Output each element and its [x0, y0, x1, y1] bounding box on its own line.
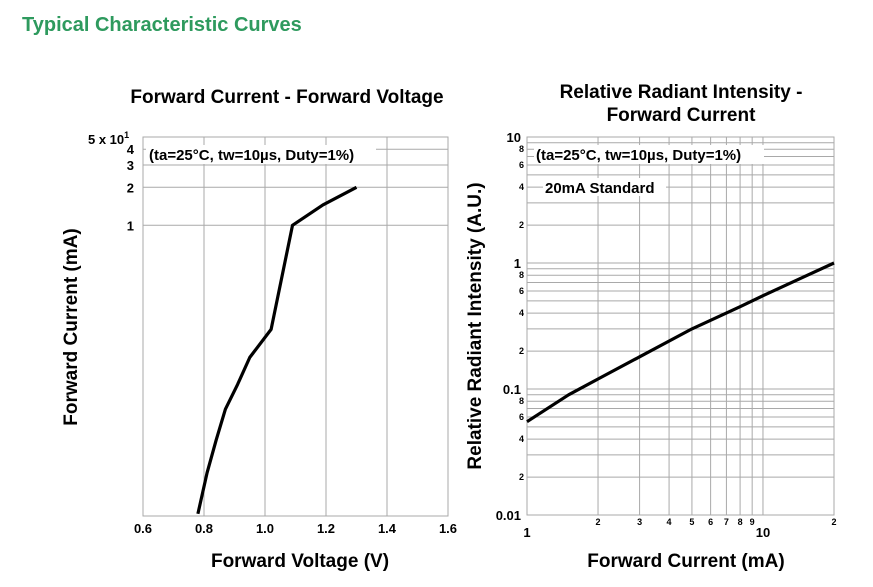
chart2-x-minor-tick-label: 3: [637, 517, 642, 527]
chart2-y-minor-tick-label: 2: [519, 346, 524, 356]
chart1-frame: [142, 136, 449, 517]
chart2-x-major-tick-label: 10: [756, 525, 770, 540]
chart2-x-axis-label: Forward Current (mA): [587, 551, 784, 572]
chart2-x-minor-tick-label: 9: [750, 517, 755, 527]
chart1-x-tick-label: 1.0: [256, 521, 274, 536]
chart2-y-minor-tick-label: 4: [519, 308, 524, 318]
chart2-series-line: [526, 261, 835, 424]
chart2-y-axis-label: Relative Radiant Intensity (A.U.): [465, 182, 486, 469]
chart2-y-minor-tick-label: 8: [519, 270, 524, 280]
chart2-y-minor-tick-label: 8: [519, 144, 524, 154]
chart2-x-minor-tick-label: 7: [724, 517, 729, 527]
chart1-y-tick-label: 2: [127, 180, 134, 195]
chart2-title-line2: Forward Current: [607, 105, 757, 126]
chart2-y-major-tick-label: 0.01: [496, 508, 521, 523]
chart2-annotation-standard: 20mA Standard: [545, 180, 654, 197]
chart1-x-ticks: 0.6 0.8 1.0 1.2 1.4 1.6: [134, 521, 457, 536]
chart2-y-minor-tick-label: 4: [519, 182, 524, 192]
chart2-annotation2-bg: [543, 178, 666, 196]
chart2-x-minor-tick-label: 6: [708, 517, 713, 527]
chart1-y-tick-label: 3: [127, 158, 134, 173]
chart2-title-line1: Relative Radiant Intensity -: [560, 82, 803, 103]
chart1-y-top-label: 5 x 101: [88, 130, 129, 147]
chart2-y-minor-tick-label: 4: [519, 434, 524, 444]
chart2-x-minor-tick-label: 5: [689, 517, 694, 527]
chart2-x-minor-tick-label: 4: [667, 517, 672, 527]
chart1-grid: [143, 137, 448, 516]
chart1-annotation: (ta=25°C, tw=10µs, Duty=1%): [149, 147, 354, 164]
chart1-y-tick-label: 4: [127, 142, 135, 157]
chart2-x-minor-tick-label: 2: [596, 517, 601, 527]
chart1-x-axis-label: Forward Voltage (V): [211, 551, 389, 572]
chart2-grid: [527, 136, 834, 516]
chart2-y-minor-tick-label: 6: [519, 160, 524, 170]
forward-current-voltage-chart: Forward Current - Forward Voltage 0.6 0.8…: [61, 87, 457, 572]
chart2-y-major-tick-label: 0.1: [503, 382, 521, 397]
chart2-x-minor-tick-label: 2: [831, 517, 836, 527]
chart2-frame: [526, 136, 835, 516]
chart2-y-major-tick-label: 1: [514, 256, 521, 271]
chart1-y-axis-label: Forward Current (mA): [61, 228, 82, 425]
chart1-annotation-bg: [146, 145, 376, 164]
page-heading: Typical Characteristic Curves: [22, 14, 302, 36]
chart2-y-minor-tick-label: 6: [519, 412, 524, 422]
chart1-x-tick-label: 1.4: [378, 521, 397, 536]
chart1-x-tick-label: 1.2: [317, 521, 335, 536]
chart2-x-ticks: 2 3 4 5 6 7 8 9 2 1 10: [523, 517, 836, 540]
chart1-y-top-mantissa: 5 x 10: [88, 132, 124, 147]
chart2-annotation-bg: [534, 145, 764, 164]
chart1-y-ticks: 1 2 34: [127, 142, 135, 233]
chart1-series-line: [196, 185, 358, 515]
chart2-y-minor-tick-label: 2: [519, 220, 524, 230]
chart1-x-tick-label: 1.6: [439, 521, 457, 536]
chart1-y-top-exponent: 1: [124, 130, 129, 140]
chart1-y-tick-label: 1: [127, 218, 134, 233]
chart1-x-tick-label: 0.8: [195, 521, 213, 536]
chart2-y-minor-tick-label: 2: [519, 472, 524, 482]
chart2-y-major-tick-label: 10: [507, 130, 521, 145]
chart1-x-tick-label: 0.6: [134, 521, 152, 536]
chart2-y-minor-tick-label: 8: [519, 396, 524, 406]
chart2-y-ticks: 2 4 6 8 2 4 6 8 2 4 6 8 0.01 0.1 1 10: [496, 130, 524, 523]
chart1-title: Forward Current - Forward Voltage: [130, 87, 443, 108]
chart2-y-minor-tick-label: 6: [519, 286, 524, 296]
relative-intensity-current-chart: Relative Radiant Intensity - Forward Cur…: [465, 82, 837, 572]
chart2-x-minor-tick-label: 8: [738, 517, 743, 527]
chart2-annotation: (ta=25°C, tw=10µs, Duty=1%): [536, 147, 741, 164]
chart2-x-major-tick-label: 1: [523, 525, 530, 540]
